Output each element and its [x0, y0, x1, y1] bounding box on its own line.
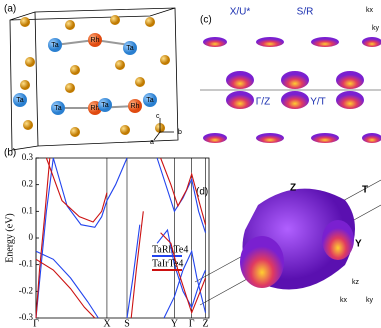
y-tick-label: -0.2: [19, 285, 33, 295]
x-tick-label: S: [124, 318, 130, 328]
panel-a: (a): [4, 4, 179, 151]
y-tick-label: 0.3: [22, 152, 34, 162]
band-line: [130, 211, 144, 319]
axis-arrow: [153, 131, 161, 141]
k-axis-label: kx: [366, 7, 374, 14]
plot-frame: [35, 157, 210, 319]
x-tick-label: Y: [171, 318, 178, 328]
bonds: [54, 39, 136, 109]
atom-label: Rh: [91, 37, 100, 44]
y-tick-label: 0.2: [22, 179, 33, 189]
atom-label: Rh: [91, 105, 100, 112]
panel-label: (d): [196, 187, 208, 198]
atom: [48, 38, 62, 52]
atom-label: Ta: [146, 97, 154, 104]
k-axis-label: ky: [366, 297, 374, 304]
k-point-label: T: [362, 185, 368, 196]
k-point-label: S/R: [297, 7, 314, 18]
atom-label: Ta: [54, 105, 62, 112]
y-tick-label: -0.1: [19, 259, 33, 269]
band-line: [156, 157, 207, 233]
panel-b: (b) Energy (eV) -0.3 -0.2 -0.1 0 0.1 0.2 0.3 Γ X…: [4, 148, 210, 328]
k-point-label: X/U*: [230, 7, 251, 18]
k-axis-label: kz: [352, 279, 360, 286]
band-line: [35, 157, 54, 319]
y-tick-label: 0.1: [22, 205, 33, 215]
te-atoms: [20, 15, 170, 137]
panel-label: (a): [4, 4, 16, 15]
band-line: [160, 157, 207, 225]
panel-label: (c): [200, 15, 212, 26]
x-tick-label: Z: [202, 318, 208, 328]
band-line: [106, 157, 128, 201]
x-tick-label: X: [103, 318, 111, 328]
y-tick-label: -0.3: [19, 312, 34, 322]
band-line: [35, 157, 51, 319]
unit-cell: [9, 7, 179, 151]
x-tick-label: Γ: [189, 318, 195, 328]
atom: [88, 33, 102, 47]
axis-label: b: [178, 129, 182, 136]
atom-label: Ta: [101, 102, 109, 109]
x-tick-label: Γ: [33, 318, 39, 328]
legend-label: TaIrTe4: [152, 258, 183, 269]
band-line: [52, 157, 108, 228]
panel-d: (d): [194, 179, 381, 306]
atom: [98, 98, 112, 112]
atom: [143, 93, 157, 107]
atom: [128, 99, 142, 113]
band-line: [45, 157, 108, 223]
atom: [51, 101, 65, 115]
atom-label: Ta: [16, 97, 24, 104]
k-point-label: Z: [290, 183, 296, 194]
legend-label: TaRhTe4: [152, 244, 188, 255]
fermi-pocket: [322, 220, 354, 260]
y-tick-label: 0: [29, 232, 34, 242]
fermi-pockets: [203, 37, 381, 143]
k-axis-label: kx: [340, 297, 348, 304]
axis-label: c: [156, 113, 160, 120]
panel-label: (b): [4, 148, 16, 159]
axis-label: a: [150, 139, 154, 146]
band-line: [160, 232, 207, 315]
k-point-label: Y: [355, 239, 362, 250]
panel-c: (c): [200, 15, 381, 143]
atom-label: Rh: [131, 103, 140, 110]
atom-label: Ta: [126, 45, 134, 52]
k-axis-label: ky: [372, 25, 380, 32]
band-line: [163, 249, 207, 319]
k-point-label: Y/T: [310, 97, 326, 108]
atom-label: Ta: [51, 42, 59, 49]
atom: [123, 41, 137, 55]
atom: [13, 93, 27, 107]
y-axis-label: Energy (eV): [4, 213, 15, 263]
band-line: [35, 250, 99, 319]
fermi-pocket: [240, 236, 284, 288]
band-line: [126, 224, 141, 319]
band-line: [35, 258, 96, 319]
k-point-label: Γ/Z: [256, 97, 270, 108]
